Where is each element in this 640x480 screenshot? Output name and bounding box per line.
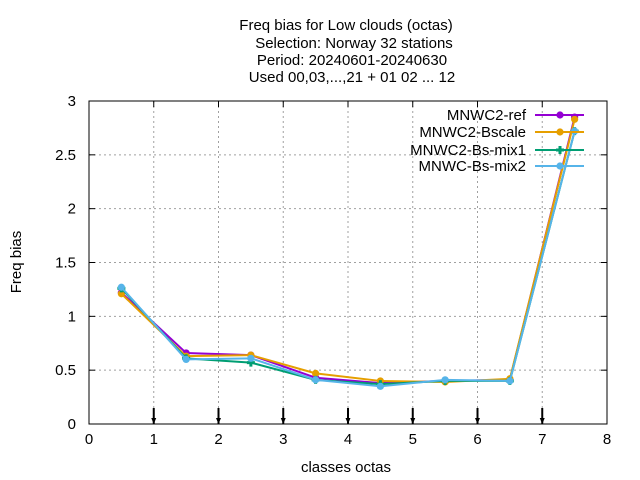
data-point-s3-3 <box>312 376 320 384</box>
title-line-3: Period: 20240601-20240630 <box>257 52 447 69</box>
y-tick-label: 1.5 <box>55 255 76 272</box>
series-group <box>117 113 579 390</box>
legend-marker-2 <box>556 146 564 154</box>
legend: MNWC2-refMNWC2-BscaleMNWC2-Bs-mix1MNWC-B… <box>410 107 584 175</box>
bottom-marker-head-5 <box>475 418 480 424</box>
x-tick-label: 7 <box>538 431 546 448</box>
legend-label-3: MNWC-Bs-mix2 <box>419 158 526 175</box>
data-point-s2-2-v <box>249 358 253 367</box>
x-tick-label: 0 <box>85 431 93 448</box>
legend-marker-0 <box>556 111 564 119</box>
legend-label-2: MNWC2-Bs-mix1 <box>410 142 526 159</box>
ticks: 0 1 2 3 4 5 6 7 8 0 0.5 1 1.5 2 2.5 3 <box>55 93 611 448</box>
y-tick-label: 0 <box>68 416 76 433</box>
bottom-marker-head-1 <box>216 418 221 424</box>
x-tick-label: 6 <box>473 431 481 448</box>
bottom-marker-head-2 <box>280 418 286 424</box>
x-tick-label: 3 <box>279 431 287 448</box>
x-tick-label: 4 <box>344 431 352 448</box>
y-tick-label: 2 <box>68 201 76 218</box>
series-line-1 <box>120 119 576 384</box>
data-point-s3-4 <box>376 382 384 390</box>
bottom-marker-head-3 <box>345 418 351 424</box>
data-point-s3-1 <box>182 355 190 363</box>
x-axis-label: classes octas <box>301 459 391 476</box>
data-point-s1-7 <box>571 115 579 123</box>
chart-title: Freq bias for Low clouds (octas) Selecti… <box>239 17 455 86</box>
legend-marker-1 <box>556 128 564 136</box>
y-axis-label: Freq bias <box>8 231 25 294</box>
data-point-s3-5 <box>441 376 449 384</box>
x-tick-label: 1 <box>150 431 158 448</box>
data-point-s1-3 <box>312 369 320 377</box>
series-line-3 <box>120 130 576 388</box>
data-point-s3-2 <box>247 354 255 362</box>
bottom-marker-head-6 <box>539 418 545 424</box>
x-tick-label: 8 <box>603 431 611 448</box>
y-tick-label: 2.5 <box>55 147 76 164</box>
bottom-markers <box>151 408 545 424</box>
x-tick-label: 5 <box>409 431 417 448</box>
title-line-2: Selection: Norway 32 stations <box>255 35 453 52</box>
grid <box>89 101 607 424</box>
legend-label-0: MNWC2-ref <box>447 107 527 124</box>
y-tick-label: 1 <box>68 308 76 325</box>
x-tick-label: 2 <box>214 431 222 448</box>
legend-marker-3 <box>556 162 564 170</box>
bottom-marker-head-4 <box>410 418 416 424</box>
title-line-1: Freq bias for Low clouds (octas) <box>239 17 452 34</box>
y-tick-label: 0.5 <box>55 362 76 379</box>
data-point-s1-0 <box>117 290 125 298</box>
y-tick-label: 3 <box>68 93 76 110</box>
bottom-marker-head-0 <box>151 418 157 424</box>
legend-label-1: MNWC2-Bscale <box>419 124 526 141</box>
data-point-s3-6 <box>506 377 514 385</box>
title-line-4: Used 00,03,...,21 + 01 02 ... 12 <box>249 69 455 86</box>
data-point-s2-2 <box>246 358 255 367</box>
data-point-s3-0 <box>117 283 125 291</box>
legend-marker-2-v <box>558 146 562 154</box>
